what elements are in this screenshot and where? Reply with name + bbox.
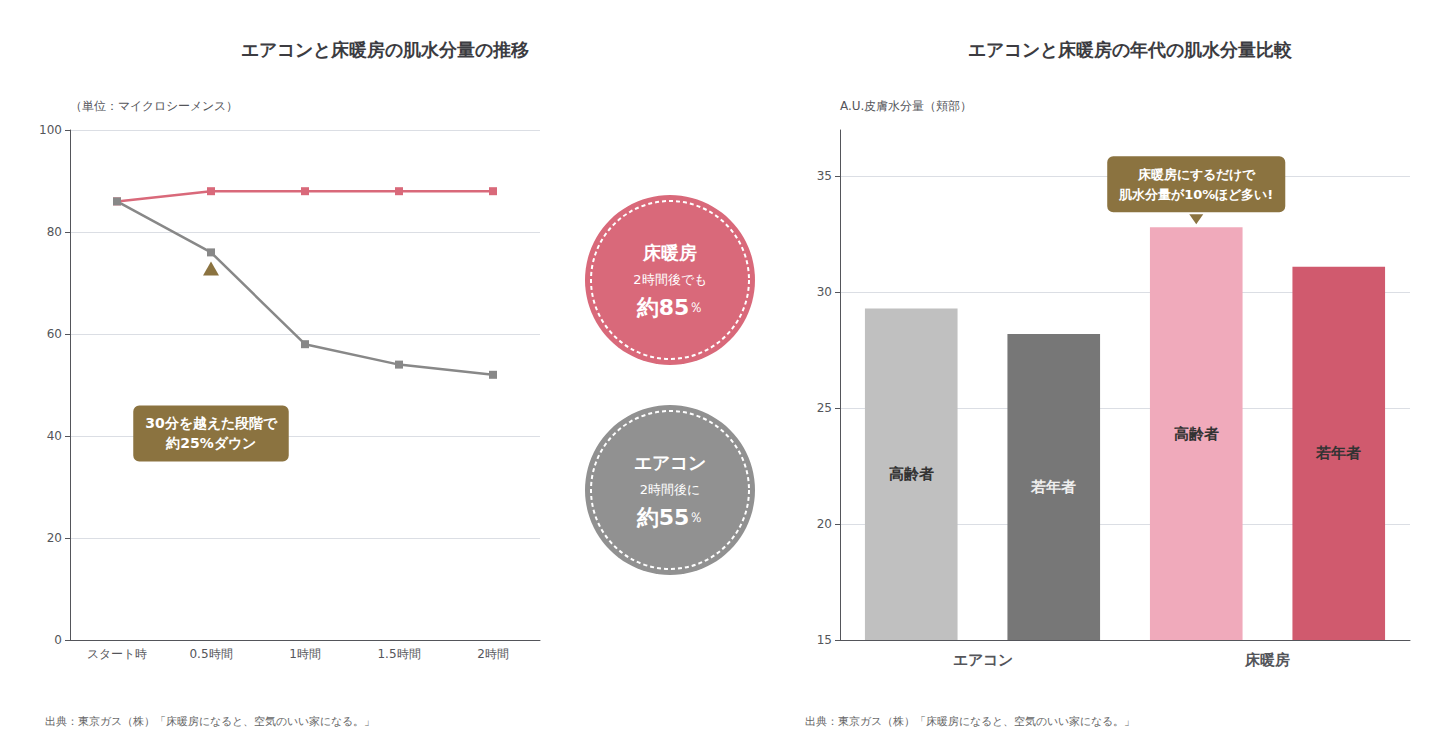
svg-text:2時間後に: 2時間後に [640, 482, 700, 497]
svg-text:1.5時間: 1.5時間 [377, 647, 420, 661]
svg-text:20: 20 [817, 517, 832, 531]
svg-text:床暖房にするだけで: 床暖房にするだけで [1137, 167, 1256, 182]
svg-text:0: 0 [54, 633, 62, 647]
svg-text:100: 100 [39, 123, 62, 137]
svg-text:15: 15 [817, 633, 832, 647]
svg-text:出典：東京ガス（株）「床暖房になると、空気のいい家になる。」: 出典：東京ガス（株）「床暖房になると、空気のいい家になる。」 [45, 715, 375, 728]
svg-text:若年者: 若年者 [1315, 444, 1361, 462]
svg-text:エアコンと床暖房の年代の肌水分量比較: エアコンと床暖房の年代の肌水分量比較 [968, 39, 1293, 60]
svg-text:30分を越えた段階で: 30分を越えた段階で [145, 415, 277, 431]
svg-text:約25%ダウン: 約25%ダウン [165, 435, 256, 451]
svg-text:床暖房: 床暖房 [1244, 651, 1290, 669]
svg-text:（単位：マイクロシーメンス）: （単位：マイクロシーメンス） [70, 99, 238, 113]
svg-text:2時間後でも: 2時間後でも [633, 272, 706, 287]
svg-text:A.U.皮膚水分量（頬部）: A.U.皮膚水分量（頬部） [840, 99, 972, 113]
svg-text:2時間: 2時間 [477, 647, 509, 661]
svg-text:20: 20 [47, 531, 62, 545]
svg-text:80: 80 [47, 225, 62, 239]
svg-text:出典：東京ガス（株）「床暖房になると、空気のいい家になる。」: 出典：東京ガス（株）「床暖房になると、空気のいい家になる。」 [805, 715, 1135, 728]
svg-text:スタート時: スタート時 [87, 647, 147, 661]
svg-text:％: ％ [689, 299, 703, 315]
svg-text:高齢者: 高齢者 [1174, 425, 1219, 443]
svg-text:60: 60 [47, 327, 62, 341]
svg-text:0.5時間: 0.5時間 [189, 647, 232, 661]
svg-text:床暖房: 床暖房 [642, 242, 697, 263]
svg-text:エアコン: エアコン [953, 651, 1013, 669]
svg-text:肌水分量が10%ほど多い!: 肌水分量が10%ほど多い! [1118, 187, 1273, 202]
svg-text:25: 25 [817, 401, 832, 415]
svg-text:40: 40 [47, 429, 62, 443]
svg-text:約55: 約55 [636, 505, 690, 530]
svg-text:1時間: 1時間 [289, 647, 321, 661]
svg-text:％: ％ [689, 509, 703, 525]
svg-text:若年者: 若年者 [1030, 478, 1076, 496]
svg-text:35: 35 [817, 169, 832, 183]
svg-text:高齢者: 高齢者 [889, 465, 934, 483]
svg-text:30: 30 [817, 285, 832, 299]
svg-text:エアコンと床暖房の肌水分量の推移: エアコンと床暖房の肌水分量の推移 [241, 39, 529, 60]
svg-text:エアコン: エアコン [634, 452, 706, 473]
svg-text:約85: 約85 [636, 295, 690, 320]
